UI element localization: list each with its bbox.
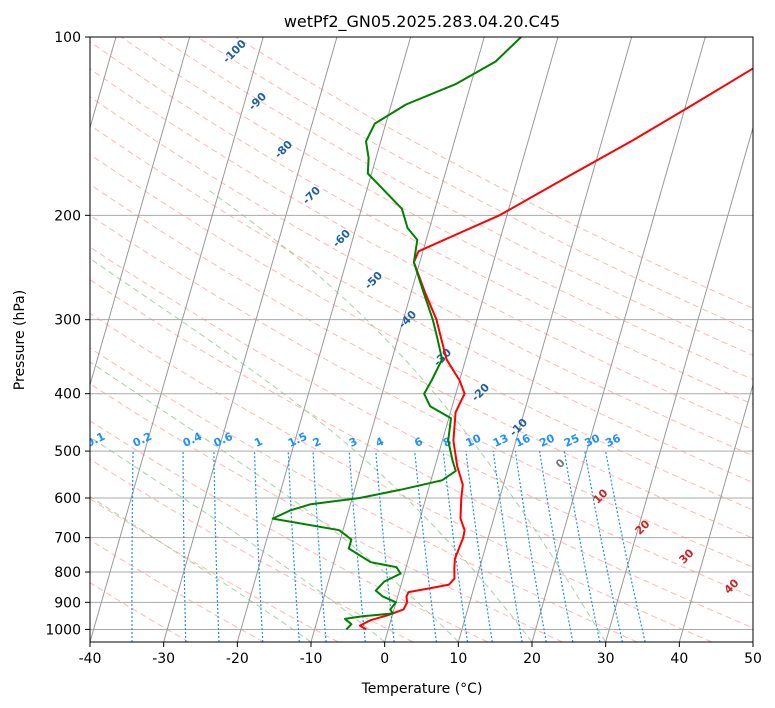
isotherm-line: [90, 37, 191, 387]
mixing-ratio-line: [414, 451, 437, 642]
x-tick-label: 10: [449, 651, 467, 667]
dry-adiabat-line: [90, 279, 753, 629]
y-tick-label: 500: [54, 444, 81, 460]
temperature-line: [358, 67, 753, 631]
y-tick-label: 300: [54, 313, 81, 329]
dry-adiabat-line: [120, 37, 753, 381]
isotherm-line: [236, 37, 412, 642]
mixing-ratio-line: [492, 451, 523, 642]
dry-adiabat-line: [235, 37, 753, 310]
y-tick-label: 800: [54, 565, 81, 581]
x-tick-label: 0: [380, 651, 389, 667]
y-axis-label: Pressure (hPa): [12, 290, 28, 390]
y-tick-label: 600: [54, 491, 81, 507]
moist-adiabat-line: [205, 187, 607, 642]
y-tick-label: 1000: [45, 622, 81, 638]
y-tick-label: 700: [54, 531, 81, 547]
moist-adiabat-line: [90, 257, 533, 642]
dewpoint-line: [271, 37, 522, 631]
mixing-ratio-label: 13: [491, 432, 510, 450]
plot-frame: [89, 36, 754, 643]
isotherm-line: [531, 37, 706, 642]
x-tick-label: -10: [300, 651, 323, 667]
mixing-ratio-label: 25: [562, 432, 581, 450]
mixing-ratio-line: [442, 451, 469, 642]
x-tick-label: -20: [226, 651, 249, 667]
x-tick-label: 30: [597, 651, 615, 667]
chart-title: wetPf2_GN05.2025.283.04.20.C45: [284, 12, 560, 32]
y-tick-label: 900: [54, 595, 81, 611]
isotherm-line: [457, 37, 633, 642]
mixing-ratio-label: 20: [537, 431, 557, 449]
x-tick-label: 20: [523, 651, 541, 667]
sounding-series: [271, 37, 753, 631]
mixing-ratio-line: [465, 451, 493, 642]
x-tick-label: -40: [79, 651, 102, 667]
moist-adiabat-line: [90, 495, 312, 642]
moist-adiabat-line: [90, 361, 459, 642]
dry-adiabat-line: [90, 582, 190, 642]
dry-adiabat-line: [90, 68, 753, 431]
plot-area: 0.1 0.2 0.4 0.6 1 1.5 2 3 4 6 8 10 13 16 20 25 30 36 -100…: [90, 37, 753, 642]
mixing-ratio-lines: 0.1 0.2 0.4 0.6 1 1.5 2 3 4 6 8 10 13 16 20 25 30 36: [90, 430, 646, 642]
dry-adiabat-line: [90, 41, 753, 405]
dry-adiabat-line: [90, 246, 753, 598]
dry-adiabat-line: [90, 312, 712, 642]
mixing-ratio-line: [514, 451, 547, 642]
mixing-ratio-label: 30: [583, 431, 603, 449]
isotherm-line: [678, 383, 753, 642]
x-axis-ticks: -40 -30 -20 -10 0 10 20 30 40 50: [79, 642, 762, 667]
mixing-ratio-line: [539, 451, 574, 642]
pressure-gridlines: [90, 37, 753, 630]
dry-adiabat-line: [90, 214, 753, 568]
isotherm-line: [163, 37, 338, 642]
dry-adiabats: [90, 37, 753, 642]
mixing-ratio-line: [563, 450, 601, 642]
isotherms: [90, 37, 753, 642]
isotherm-line: [384, 37, 559, 642]
isotherm-line: [605, 125, 753, 642]
isotherm-line: [90, 37, 264, 642]
mixing-ratio-line: [348, 451, 366, 642]
y-axis-ticks: 100 200 300 400 500 600 700 800 900 1000: [45, 30, 90, 638]
x-tick-label: 40: [670, 651, 688, 667]
y-tick-label: 400: [54, 387, 81, 403]
x-axis-label: Temperature (°C): [361, 681, 483, 697]
moist-adiabats: [90, 187, 607, 642]
x-tick-label: 50: [744, 651, 762, 667]
moist-adiabat-line: [90, 436, 386, 642]
mixing-ratio-label: 10: [464, 431, 484, 449]
mixing-ratio-label: 36: [603, 431, 623, 449]
x-tick-label: -30: [152, 651, 175, 667]
mixing-ratio-label: 16: [513, 431, 533, 449]
dry-adiabat-line: [90, 458, 414, 642]
dry-adiabat-line: [90, 183, 753, 539]
dry-adiabat-line: [90, 347, 638, 642]
y-tick-label: 100: [54, 30, 81, 46]
dry-adiabat-line: [90, 539, 264, 642]
mixing-ratio-line: [605, 450, 646, 642]
dry-adiabat-line: [90, 153, 753, 511]
dry-adiabat-line: [197, 37, 753, 333]
dry-adiabat-line: [90, 420, 488, 642]
isotherm-line: [310, 37, 485, 642]
dry-adiabat-line: [90, 124, 753, 484]
y-tick-label: 200: [54, 208, 81, 224]
mixing-ratio-line: [584, 450, 623, 642]
